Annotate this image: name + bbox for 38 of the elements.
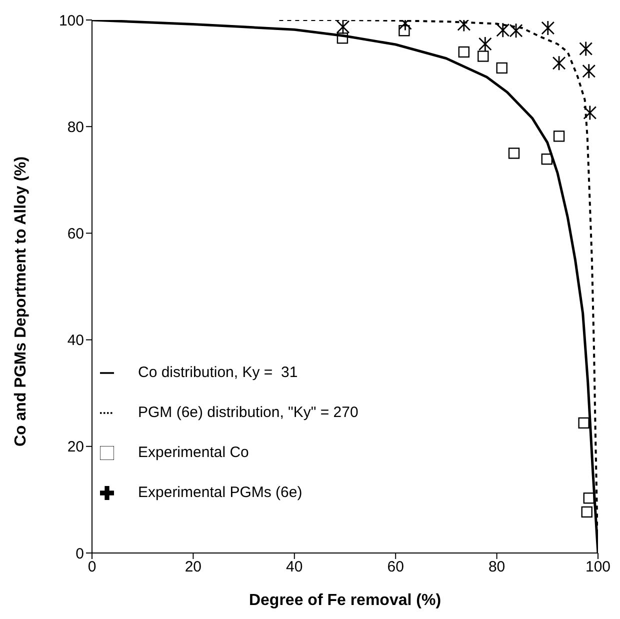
point [552,55,566,71]
y-tick-label: 0 [76,545,84,562]
x-tick-label: 80 [488,558,506,576]
point [478,50,489,62]
x-tick-label: 0 [88,558,96,576]
point [458,46,470,58]
x-tick-label: 40 [286,558,303,576]
point [582,63,596,79]
point [553,130,565,142]
point [541,20,555,36]
y-axis-title: Co and PGMs Deportment to Alloy (%) [12,156,30,446]
x-tick-label: 100 [585,558,611,576]
legend-label: Co distribution, Ky = 31 [138,364,298,381]
point [583,105,597,120]
point [509,22,523,38]
point [478,36,492,52]
point [508,148,520,159]
point [496,62,508,74]
x-tick-label: 20 [184,558,202,576]
point [583,492,594,504]
legend-label: Experimental PGMs (6e) [138,484,302,501]
point [336,20,350,35]
legend-label: Experimental Co [138,444,249,461]
x-tick-label: 60 [387,558,404,576]
y-tick-label: 100 [58,12,84,30]
point [398,25,410,36]
y-tick-label: 40 [67,332,84,350]
y-tick-label: 20 [67,438,84,456]
point [336,32,348,44]
point [541,154,552,165]
y-tick-label: 60 [67,226,84,243]
point [578,417,590,429]
y-tick-label: 80 [67,118,84,136]
point [579,41,593,56]
point [496,22,510,38]
point [581,506,592,518]
legend-label: PGM (6e) distribution, "Ky" = 270 [138,404,358,421]
x-axis-title: Degree of Fe removal (%) [248,592,442,609]
